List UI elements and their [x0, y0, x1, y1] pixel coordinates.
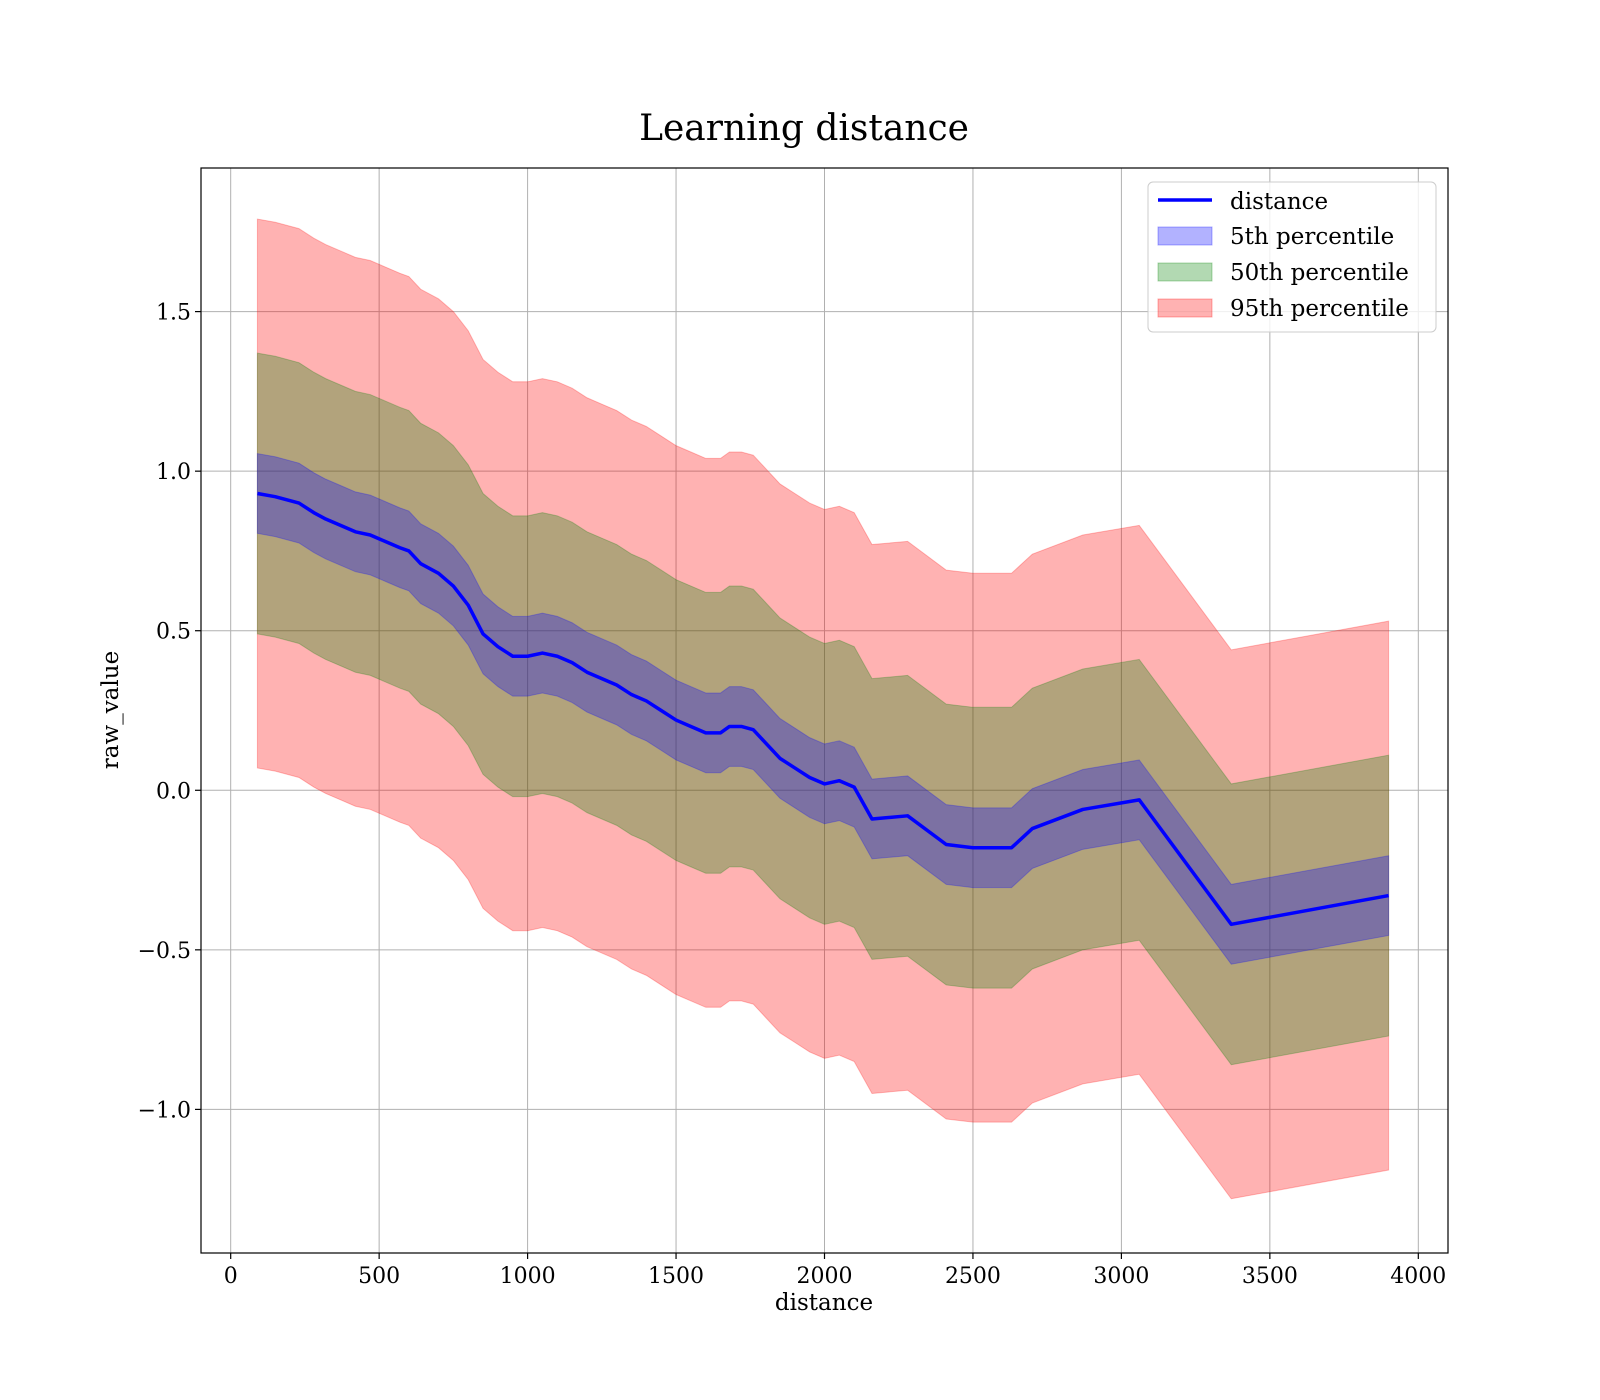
x-tick-label: 3500 [1242, 1264, 1298, 1289]
y-tick-label: −1.0 [138, 1098, 191, 1123]
distance-line [257, 491, 1389, 927]
legend-swatch-5th-percentile [1157, 226, 1213, 246]
x-tick-label: 0 [224, 1264, 238, 1289]
legend-label-5th-percentile: 5th percentile [1230, 224, 1394, 250]
x-tick-label: 4000 [1390, 1264, 1446, 1289]
y-axis: −1.0 −0.5 0.0 0.5 1.0 1.5 [138, 301, 201, 1123]
legend-label-distance: distance [1230, 189, 1328, 215]
series-lines [257, 491, 1389, 927]
x-tick-label: 3000 [1093, 1264, 1149, 1289]
x-tick-label: 1000 [500, 1264, 556, 1289]
y-tick-label: 0.0 [156, 779, 191, 804]
legend-swatch-50th-percentile [1157, 262, 1213, 282]
band-95th-percentile [256, 218, 1390, 1200]
legend-label-50th-percentile: 50th percentile [1230, 260, 1409, 286]
x-axis: 0 500 1000 1500 2000 2500 3000 3500 4000 [224, 1253, 1446, 1289]
y-tick-label: 1.0 [156, 460, 191, 485]
legend-label-95th-percentile: 95th percentile [1230, 296, 1409, 322]
y-tick-label: 0.5 [156, 620, 191, 645]
y-tick-label: −0.5 [138, 939, 191, 964]
legend-box [1147, 181, 1437, 333]
legend-swatch-95th-percentile [1157, 298, 1213, 318]
y-tick-label: 1.5 [156, 301, 191, 326]
chart-title: Learning distance [639, 108, 969, 149]
y-axis-label: raw_value [98, 651, 124, 769]
x-tick-label: 500 [358, 1264, 400, 1289]
band-5th-percentile [256, 453, 1390, 965]
band-50th-percentile [256, 352, 1390, 1066]
legend: distance 5th percentile 50th percentile … [1147, 181, 1437, 333]
x-tick-label: 2000 [797, 1264, 853, 1289]
x-tick-label: 1500 [648, 1264, 704, 1289]
percentile-bands [256, 218, 1390, 1200]
x-tick-label: 2500 [945, 1264, 1001, 1289]
x-axis-label: distance [775, 1290, 873, 1316]
grid [201, 168, 1448, 1253]
